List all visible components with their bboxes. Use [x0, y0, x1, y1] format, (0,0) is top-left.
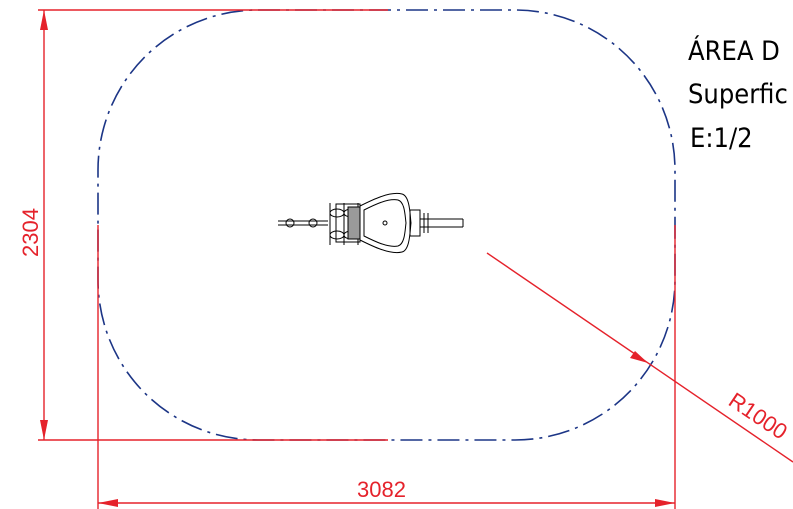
radius-dimension: [486, 252, 793, 463]
height-dimension: [38, 9, 388, 441]
radius-dimension-label: R1000: [724, 387, 792, 444]
spring-rider-topview-icon: [278, 192, 464, 254]
height-dimension-label: 2304: [18, 208, 43, 257]
note-scale: E:1/2: [690, 123, 753, 154]
width-dimension-label: 3082: [357, 477, 406, 502]
width-dimension: [97, 225, 676, 509]
note-area-title: ÁREA D: [688, 35, 780, 67]
safety-area-boundary: [97, 9, 676, 441]
note-surface: Superfic: [688, 79, 788, 110]
